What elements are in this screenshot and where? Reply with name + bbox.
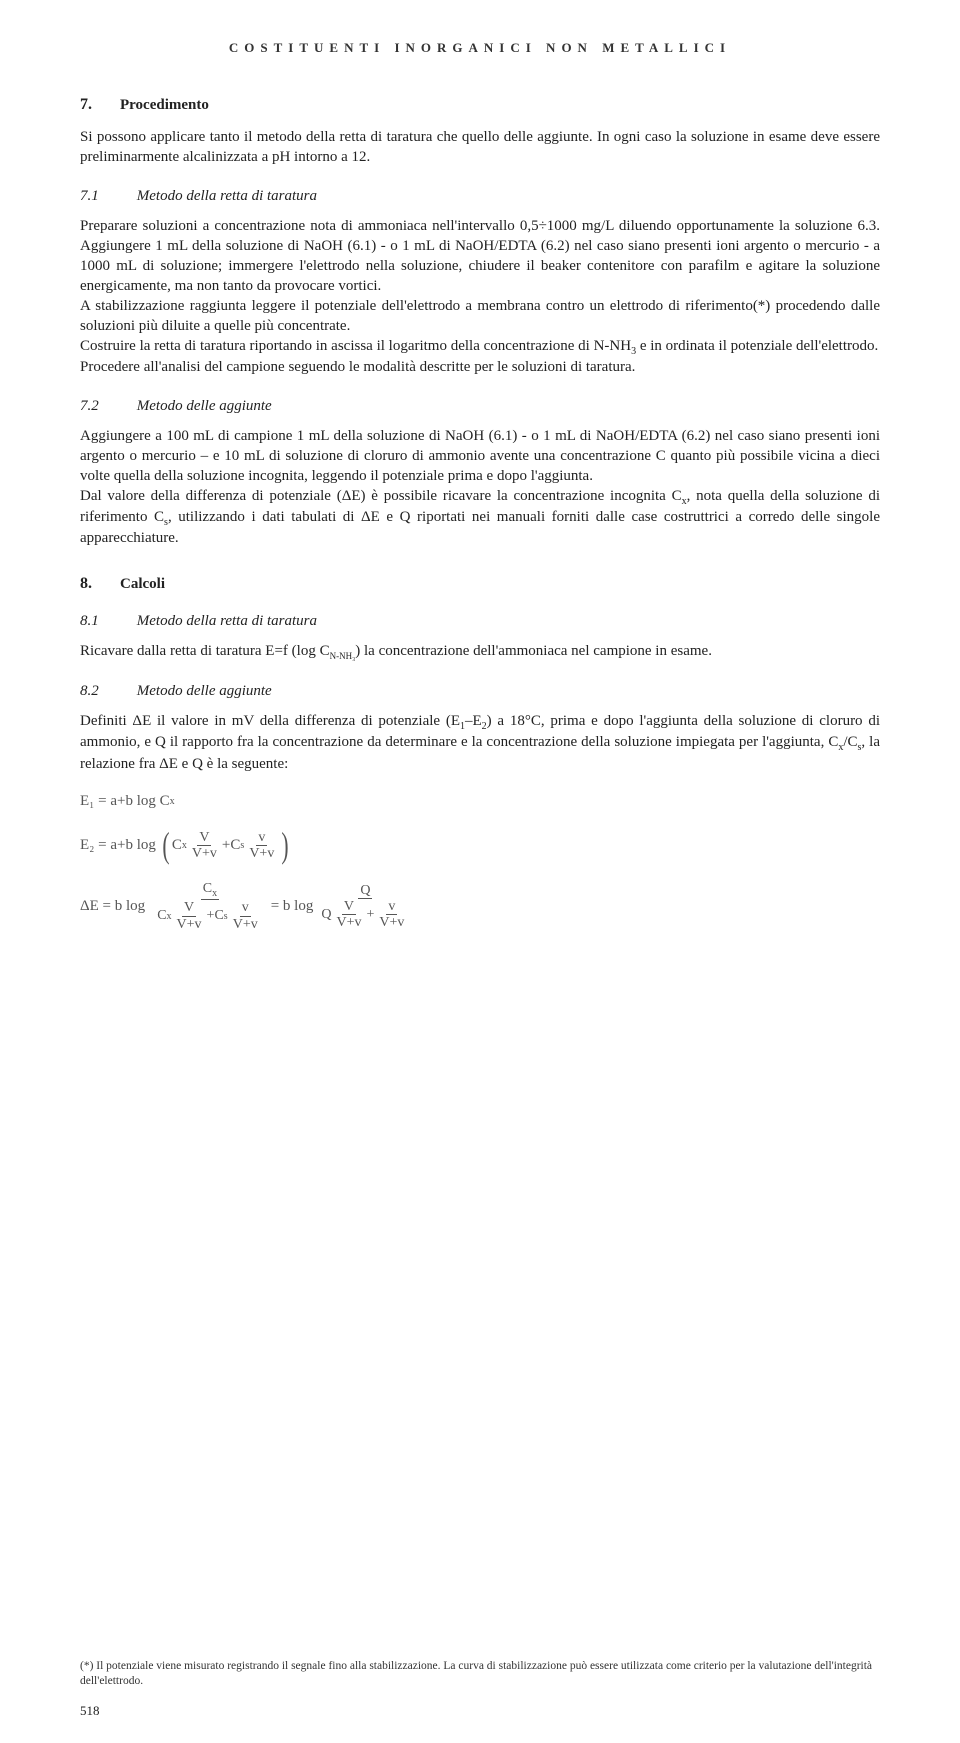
subsection-title: Metodo delle aggiunte [137, 683, 272, 699]
page-number: 518 [80, 1703, 100, 1719]
sub71-para1: Preparare soluzioni a concentrazione not… [80, 217, 880, 297]
denominator: V+v [247, 846, 276, 861]
fraction: v V+v [377, 899, 406, 931]
subscript: N-NH₃ [330, 651, 356, 661]
subsection-number: 8.1 [80, 613, 133, 630]
subsection-number: 7.2 [80, 398, 133, 415]
section-number: 7. [80, 96, 116, 114]
text: , utilizzando i dati tabulati di ΔE e Q … [80, 509, 880, 546]
big-fraction-right: Q Q V V+v + v V+v [319, 883, 411, 931]
text: e in ordinata il potenziale dell'elettro… [636, 338, 878, 354]
sub72-para2: Dal valore della differenza di potenzial… [80, 487, 880, 550]
section-title: Procedimento [120, 97, 209, 113]
fraction: v V+v [231, 900, 260, 932]
denominator: Q V V+v + v V+v [319, 899, 411, 931]
subscript: x [212, 888, 217, 899]
coef: C [230, 837, 240, 854]
text: ) la concentrazione dell'ammoniaca nel c… [355, 643, 712, 659]
subsection-title: Metodo della retta di taratura [137, 613, 317, 629]
numerator: v [240, 900, 251, 916]
fraction: V V+v [334, 899, 363, 931]
section-title: Calcoli [120, 576, 165, 592]
coef: C [214, 908, 223, 923]
big-fraction-left: Cx Cx V V+v + Cs v V+v [155, 881, 265, 932]
running-header: COSTITUENTI INORGANICI NON METALLICI [80, 40, 880, 56]
denominator: V+v [334, 915, 363, 930]
eq-text: ΔE = b log [80, 898, 145, 915]
fraction: V V+v [190, 830, 219, 862]
section-7-intro: Si possono applicare tanto il metodo del… [80, 128, 880, 168]
equation-1: E₁ = a+b log Cx [80, 793, 880, 810]
numerator: Cx [201, 881, 219, 900]
sub71-para4: Procedere all'analisi del campione segue… [80, 358, 880, 378]
coef: C [157, 908, 166, 923]
numerator: v [386, 899, 397, 915]
eq-text: E₁ = a+b log C [80, 793, 170, 810]
subscript: s [224, 911, 228, 922]
subsection-number: 7.1 [80, 188, 133, 205]
subsection-title: Metodo della retta di taratura [137, 188, 317, 204]
subscript: s [240, 840, 244, 851]
numerator: V [342, 899, 356, 915]
denominator: V+v [175, 917, 204, 932]
sub71-para3: Costruire la retta di taratura riportand… [80, 337, 880, 358]
subsection-8-2-heading: 8.2 Metodo delle aggiunte [80, 683, 880, 700]
equation-2: E₂ = a+b log ( Cx V V+v + Cs v V+v ) [80, 830, 880, 862]
text: /C [843, 734, 857, 750]
subsection-7-1-heading: 7.1 Metodo della retta di taratura [80, 188, 880, 205]
text: –E [465, 713, 482, 729]
fraction: V V+v [175, 900, 204, 932]
denominator: Cx V V+v + Cs v V+v [155, 900, 265, 932]
subscript: x [167, 911, 172, 922]
denominator: V+v [377, 915, 406, 930]
subscript: x [182, 840, 187, 851]
subsection-title: Metodo delle aggiunte [137, 398, 272, 414]
text: Ricavare dalla retta di taratura E=f (lo… [80, 643, 330, 659]
text: Dal valore della differenza di potenzial… [80, 488, 682, 504]
coef: C [172, 837, 182, 854]
equation-3: ΔE = b log Cx Cx V V+v + Cs v V+v [80, 881, 880, 932]
section-7-heading: 7. Procedimento [80, 96, 880, 114]
sub82-para: Definiti ΔE il valore in mV della differ… [80, 712, 880, 775]
plus: + [367, 907, 375, 922]
subscript: x [170, 796, 175, 807]
sub71-para2: A stabilizzazione raggiunta leggere il p… [80, 297, 880, 337]
sub72-para1: Aggiungere a 100 mL di campione 1 mL del… [80, 427, 880, 487]
fraction: v V+v [247, 830, 276, 862]
numerator: Q [358, 883, 372, 899]
numerator: V [182, 900, 196, 916]
coef: C [203, 881, 212, 896]
numerator: V [197, 830, 211, 846]
subsection-number: 8.2 [80, 683, 133, 700]
coef: Q [321, 907, 331, 922]
text: Costruire la retta di taratura riportand… [80, 338, 631, 354]
eq-text: E₂ = a+b log [80, 837, 156, 854]
page-container: COSTITUENTI INORGANICI NON METALLICI 7. … [0, 0, 960, 1743]
equation-block: E₁ = a+b log Cx E₂ = a+b log ( Cx V V+v … [80, 793, 880, 932]
eq-text: = b log [271, 898, 314, 915]
subsection-8-1-heading: 8.1 Metodo della retta di taratura [80, 613, 880, 630]
section-8-heading: 8. Calcoli [80, 575, 880, 593]
paren-open-icon: ( [162, 831, 169, 860]
denominator: V+v [190, 846, 219, 861]
sub81-para: Ricavare dalla retta di taratura E=f (lo… [80, 642, 880, 663]
footnote: (*) Il potenziale viene misurato registr… [80, 1659, 880, 1688]
plus: + [222, 837, 230, 854]
text: Definiti ΔE il valore in mV della differ… [80, 713, 460, 729]
denominator: V+v [231, 917, 260, 932]
numerator: v [256, 830, 267, 846]
paren-close-icon: ) [282, 831, 289, 860]
plus: + [207, 908, 215, 923]
subsection-7-2-heading: 7.2 Metodo delle aggiunte [80, 398, 880, 415]
section-number: 8. [80, 575, 116, 593]
